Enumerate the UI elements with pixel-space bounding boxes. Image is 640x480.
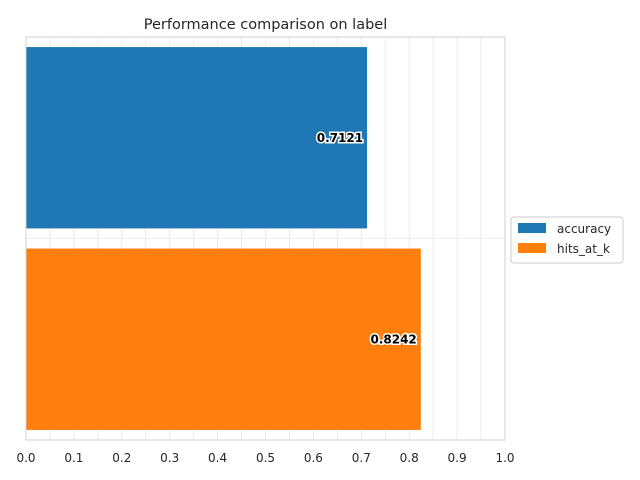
value-label-accuracy: 0.7121	[317, 131, 363, 145]
x-tick-label: 0.7	[352, 451, 371, 465]
bar-accuracy	[26, 47, 368, 229]
legend-swatch-hits_at_k	[518, 243, 546, 253]
bar-hits_at_k	[26, 248, 421, 430]
value-label-hits_at_k: 0.8242	[370, 332, 416, 346]
bars	[26, 47, 421, 430]
x-tick-label: 0.2	[112, 451, 131, 465]
x-tick-label: 0.8	[400, 451, 419, 465]
legend-label-hits_at_k: hits_at_k	[557, 242, 610, 256]
x-tick-label: 0.4	[208, 451, 227, 465]
x-tick-label: 0.9	[448, 451, 467, 465]
legend-swatch-accuracy	[518, 223, 546, 233]
legend-label-accuracy: accuracy	[557, 222, 611, 236]
x-axis-ticks: 0.0 0.1 0.2 0.3 0.4 0.5 0.6 0.7 0.8 0.9 1.0	[16, 451, 514, 465]
x-tick-label: 1.0	[495, 451, 514, 465]
x-tick-label: 0.5	[256, 451, 275, 465]
x-tick-label: 0.6	[304, 451, 323, 465]
legend: accuracy hits_at_k	[510, 216, 624, 264]
chart-title: Performance comparison on label	[144, 17, 388, 33]
x-tick-label: 0.3	[160, 451, 179, 465]
value-labels: 0.7121 0.8242	[315, 129, 418, 348]
plot-frame	[25, 36, 506, 441]
x-tick-label: 0.0	[16, 451, 35, 465]
x-tick-label: 0.1	[64, 451, 83, 465]
